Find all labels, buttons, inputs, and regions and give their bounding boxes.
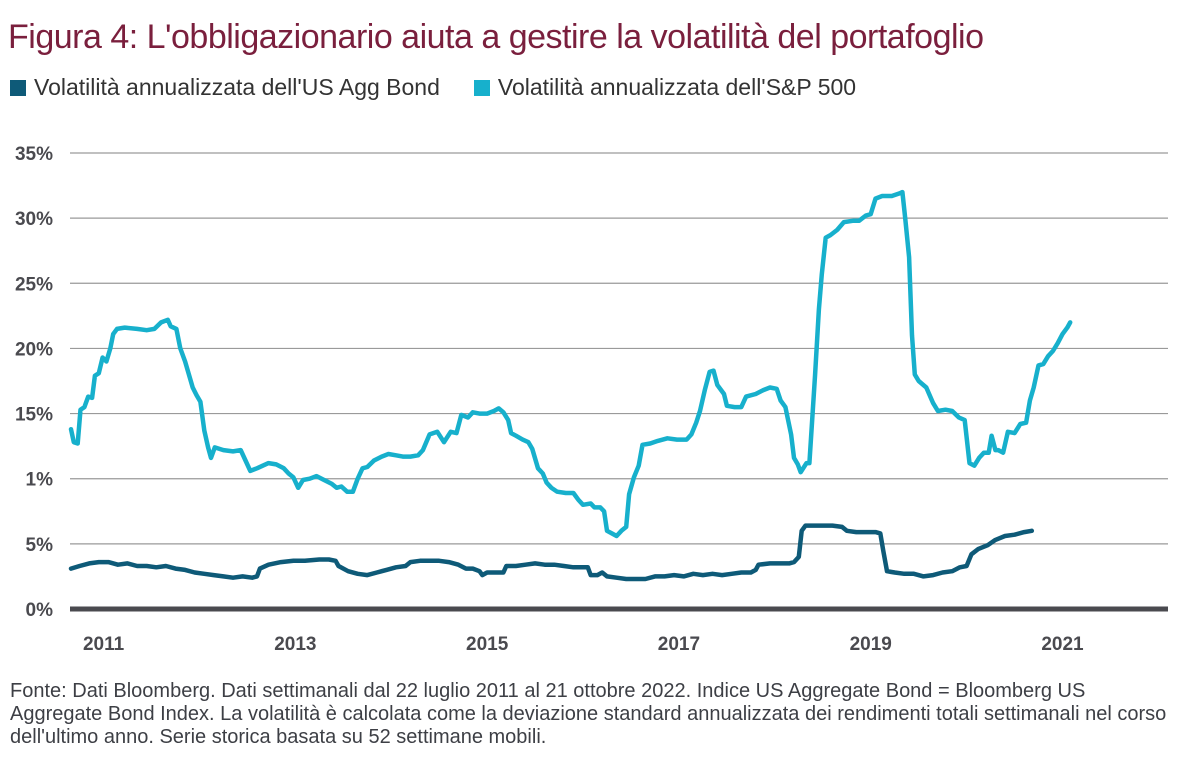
- x-tick-label: 2011: [83, 634, 125, 655]
- y-tick-label: 20%: [15, 339, 53, 360]
- y-tick-label: 35%: [15, 144, 53, 165]
- legend-item-sp500: Volatilità annualizzata dell'S&P 500: [473, 74, 857, 101]
- source-footnote: Fonte: Dati Bloomberg. Dati settimanali …: [10, 680, 1167, 748]
- series-line-sp500: [68, 189, 1073, 539]
- legend-swatch-bond: [10, 79, 26, 96]
- legend-label-sp500: Volatilità annualizzata dell'S&P 500: [497, 74, 857, 100]
- y-axis-labels: 0% 5% 1% 15% 20% 25% 30% 35%: [15, 144, 53, 621]
- x-tick-label: 2017: [658, 634, 700, 655]
- y-tick-label: 0%: [26, 600, 54, 621]
- legend-swatch-sp500: [473, 79, 490, 96]
- y-tick-label: 1%: [26, 470, 54, 491]
- legend-item-bond: Volatilità annualizzata dell'US Agg Bond: [10, 74, 440, 101]
- series-line-us-agg-bond: [68, 523, 1035, 582]
- gridlines: [70, 152, 1168, 545]
- chart-legend: Volatilità annualizzata dell'US Agg Bond…: [10, 74, 856, 101]
- x-tick-label: 2019: [850, 634, 892, 655]
- y-tick-label: 5%: [26, 535, 54, 556]
- series-lines: [68, 189, 1073, 582]
- x-tick-label: 2013: [274, 634, 316, 655]
- chart-title: Figura 4: L'obbligazionario aiuta a gest…: [8, 18, 984, 56]
- y-tick-label: 25%: [15, 274, 53, 295]
- x-axis-labels: 2011 2013 2015 2017 2019 2021: [83, 634, 1084, 655]
- x-tick-label: 2021: [1041, 634, 1084, 655]
- legend-label-bond: Volatilità annualizzata dell'US Agg Bond: [34, 74, 440, 100]
- line-chart: 0%5%1%15%20%25%30%35% 2011 2013 2015 2017 20…: [15, 144, 1168, 655]
- x-tick-label: 2015: [466, 634, 509, 655]
- y-tick-label: 15%: [15, 405, 53, 426]
- y-tick-label: 30%: [15, 209, 53, 230]
